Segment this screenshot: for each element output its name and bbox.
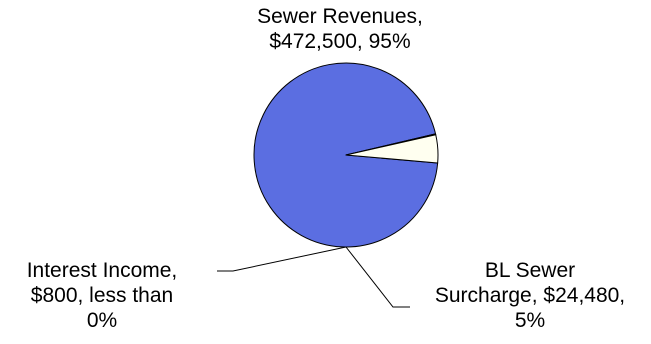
pie-slices (253, 62, 439, 248)
data-label-line: Interest Income, (26, 259, 178, 282)
data-label-sewer-revenues: Sewer Revenues, $472,500, 95% (220, 4, 460, 54)
data-label-interest-income: Interest Income, $800, less than 0% (2, 258, 202, 333)
data-label-bl-sewer-surcharge: BL Sewer Surcharge, $24,480, 5% (430, 258, 630, 333)
data-label-line: 5% (514, 309, 546, 332)
data-label-line: BL Sewer (484, 259, 576, 282)
data-label-line: $472,500, 95% (269, 30, 411, 53)
leader-lines (217, 246, 410, 308)
data-label-line: Sewer Revenues, (257, 5, 423, 28)
pie-slice-bl-sewer-surcharge (345, 134, 439, 164)
data-label-line: $800, less than (30, 284, 174, 307)
data-label-line: 0% (86, 309, 118, 332)
leader-line-bl-sewer-surcharge (345, 246, 410, 308)
data-label-line: Surcharge, $24,480, (434, 284, 626, 307)
leader-line-interest-income (217, 246, 347, 272)
